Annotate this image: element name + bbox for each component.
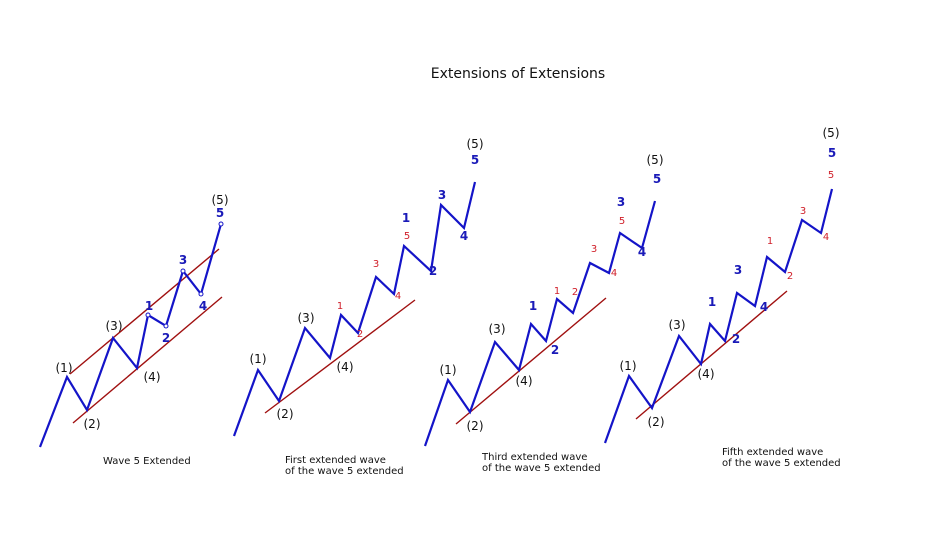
major-wave-label: (3) (106, 319, 123, 333)
wave-vertex-marker (218, 221, 224, 227)
wave-line-panel-1 (38, 223, 223, 448)
wave-line-panel-3 (423, 200, 657, 447)
subsub-wave-label: 1 (767, 236, 773, 247)
subsub-wave-label: 3 (373, 259, 379, 270)
major-wave-label: (3) (489, 322, 506, 336)
subsub-wave-label: 5 (619, 216, 625, 227)
major-wave-label: (4) (698, 367, 715, 381)
subsub-wave-label: 2 (357, 329, 363, 340)
major-wave-label: (2) (467, 419, 484, 433)
subsub-wave-label: 2 (572, 287, 578, 298)
sub-wave-label: 4 (460, 229, 468, 243)
sub-wave-label: 3 (617, 195, 625, 209)
major-wave-label: (2) (84, 417, 101, 431)
major-wave-label: (1) (440, 363, 457, 377)
major-wave-label: (5) (467, 137, 484, 151)
sub-wave-label: 4 (199, 299, 207, 313)
caption-line: of the wave 5 extended (285, 466, 404, 477)
wave-vertex-marker (145, 312, 151, 318)
subsub-wave-label: 3 (591, 244, 597, 255)
sub-wave-label: 2 (551, 343, 559, 357)
caption-line: Fifth extended wave (722, 447, 824, 458)
sub-wave-label: 3 (438, 188, 446, 202)
major-wave-label: (1) (56, 361, 73, 375)
major-wave-label: (4) (337, 360, 354, 374)
sub-wave-label: 4 (638, 245, 646, 259)
major-wave-label: (5) (823, 126, 840, 140)
sub-wave-label: 2 (429, 264, 437, 278)
major-wave-label: (5) (647, 153, 664, 167)
sub-wave-label: 2 (162, 331, 170, 345)
caption-panel-1: Wave 5 Extended (103, 456, 191, 467)
sub-wave-label: 4 (760, 300, 768, 314)
sub-wave-label: 3 (734, 263, 742, 277)
major-wave-label: (3) (669, 318, 686, 332)
subsub-wave-label: 1 (337, 301, 343, 312)
wave-line-panel-2 (232, 181, 477, 437)
major-wave-label: (1) (620, 359, 637, 373)
sub-wave-label: 2 (732, 332, 740, 346)
caption-line: of the wave 5 extended (482, 463, 601, 474)
caption-panel-3: Third extended wave of the wave 5 extend… (482, 452, 601, 474)
channel-line (455, 297, 607, 425)
caption-line: First extended wave (285, 455, 386, 466)
sub-wave-label: 5 (653, 172, 661, 186)
sub-wave-label: 1 (145, 299, 153, 313)
subsub-wave-label: 4 (611, 268, 617, 279)
subsub-wave-label: 4 (395, 291, 401, 302)
sub-wave-label: 5 (828, 146, 836, 160)
major-wave-label: (3) (298, 311, 315, 325)
wave-vertex-marker (198, 291, 204, 297)
subsub-wave-label: 4 (823, 232, 829, 243)
major-wave-label: (1) (250, 352, 267, 366)
major-wave-label: (5) (212, 193, 229, 207)
subsub-wave-label: 2 (787, 271, 793, 282)
sub-wave-label: 1 (402, 211, 410, 225)
sub-wave-label: 3 (179, 253, 187, 267)
wave-line-panel-4 (603, 188, 834, 444)
channel-line (72, 296, 223, 424)
major-wave-label: (4) (516, 374, 533, 388)
major-wave-label: (2) (277, 407, 294, 421)
subsub-wave-label: 5 (828, 170, 834, 181)
major-wave-label: (2) (648, 415, 665, 429)
caption-panel-4: Fifth extended wave of the wave 5 extend… (722, 447, 841, 469)
channel-line (69, 248, 220, 375)
caption-line: of the wave 5 extended (722, 458, 841, 469)
subsub-wave-label: 3 (800, 206, 806, 217)
caption-line: Third extended wave (482, 452, 588, 463)
channel-line (635, 290, 788, 420)
sub-wave-label: 5 (216, 206, 224, 220)
diagram-title: Extensions of Extensions (430, 66, 606, 82)
subsub-wave-label: 5 (404, 231, 410, 242)
channel-line (264, 299, 416, 414)
sub-wave-label: 1 (708, 295, 716, 309)
caption-line: Wave 5 Extended (103, 456, 191, 467)
wave-vertex-marker (163, 323, 169, 329)
caption-panel-2: First extended wave of the wave 5 extend… (285, 455, 404, 477)
subsub-wave-label: 1 (554, 286, 560, 297)
sub-wave-label: 1 (529, 299, 537, 313)
sub-wave-label: 5 (471, 153, 479, 167)
major-wave-label: (4) (144, 370, 161, 384)
wave-vertex-marker (180, 268, 186, 274)
